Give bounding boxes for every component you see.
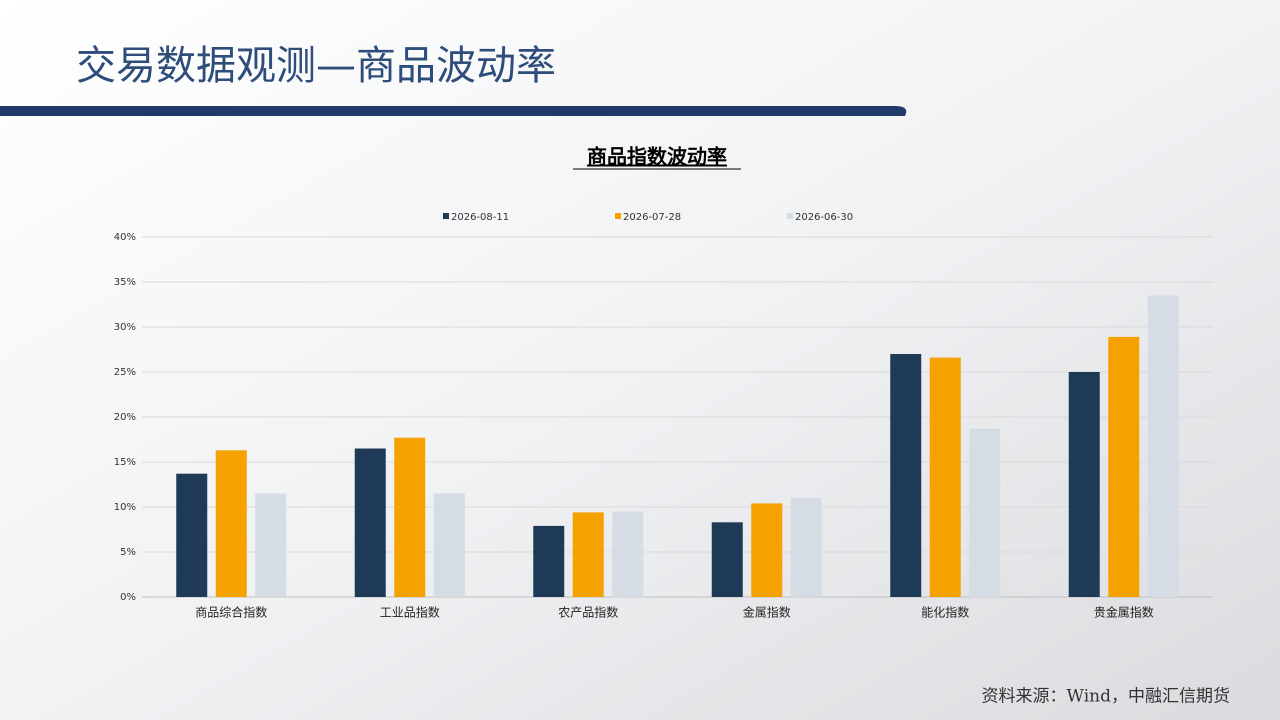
y-tick-label: 10%	[114, 502, 136, 513]
legend-label: 2026-07-28	[623, 212, 681, 223]
y-tick-label: 20%	[114, 412, 136, 423]
bar	[890, 354, 922, 597]
legend-swatch	[615, 213, 621, 219]
x-tick-label: 能化指数	[921, 605, 969, 620]
bar	[1068, 372, 1100, 597]
bar	[215, 450, 247, 597]
bar	[394, 437, 426, 597]
y-tick-label: 15%	[114, 457, 136, 468]
legend-swatch	[443, 213, 449, 219]
source-note: 资料来源：Wind，中融汇信期货	[982, 687, 1230, 707]
y-tick-label: 30%	[114, 322, 136, 333]
bar	[790, 498, 822, 597]
bar	[255, 493, 287, 597]
bar	[1147, 295, 1179, 597]
bar	[433, 493, 465, 597]
plot: 0% 5% 10% 15% 20% 25% 30% 35% 40% 商品综合指数 工业品指数 农产品指…	[114, 212, 1213, 620]
bar	[751, 503, 783, 597]
x-tick-label: 贵金属指数	[1094, 605, 1154, 620]
y-tick-label: 35%	[114, 277, 136, 288]
bar	[176, 473, 208, 597]
y-tick-label: 5%	[120, 547, 136, 558]
bar	[533, 525, 565, 597]
y-tick-label: 25%	[114, 367, 136, 378]
x-tick-label: 农产品指数	[558, 605, 618, 620]
legend-swatch	[787, 213, 793, 219]
x-tick-label: 商品综合指数	[195, 605, 267, 620]
bar	[572, 512, 604, 597]
bar	[1108, 336, 1140, 597]
legend-label: 2026-08-11	[451, 212, 509, 223]
header-bar	[0, 106, 907, 116]
bar	[969, 428, 1001, 597]
y-tick-label: 0%	[120, 592, 136, 603]
bar	[711, 522, 743, 597]
x-tick-label: 工业品指数	[380, 605, 440, 620]
y-tick-label: 40%	[114, 232, 136, 243]
page-title: 交易数据观测—商品波动率	[76, 43, 556, 89]
bar	[612, 511, 644, 597]
chart-title: 商品指数波动率	[587, 145, 727, 169]
bar	[929, 357, 961, 597]
x-tick-label: 金属指数	[743, 605, 791, 620]
bar	[354, 448, 386, 597]
legend-label: 2026-06-30	[795, 212, 853, 223]
